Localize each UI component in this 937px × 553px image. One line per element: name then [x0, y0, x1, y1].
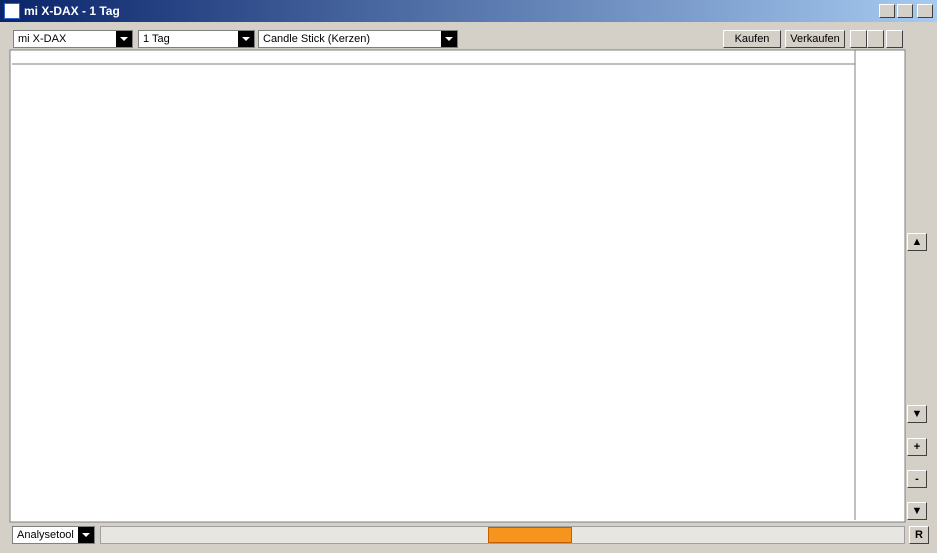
- chart-type-text: Candle Stick (Kerzen): [263, 33, 370, 45]
- tool-button[interactable]: [850, 30, 867, 48]
- reset-button[interactable]: R: [909, 526, 929, 544]
- zoom-out[interactable]: -: [907, 470, 927, 488]
- scroll-down[interactable]: ▼: [907, 405, 927, 423]
- title-bar: mi X-DAX - 1 Tag: [0, 0, 937, 22]
- interval-dropdown[interactable]: 1 Tag: [138, 30, 255, 48]
- scroll-bottom[interactable]: ▼: [907, 502, 927, 520]
- app-icon: [4, 3, 20, 19]
- scroll-thumb[interactable]: [488, 527, 572, 543]
- symbol-dropdown[interactable]: mi X-DAX: [13, 30, 133, 48]
- tool-dropdown[interactable]: Analysetool: [12, 526, 95, 544]
- buy-button[interactable]: Kaufen: [723, 30, 781, 48]
- chart-panel: [9, 49, 906, 523]
- window-button[interactable]: [886, 30, 903, 48]
- zoom-in[interactable]: +: [907, 438, 927, 456]
- chart-type-dropdown[interactable]: Candle Stick (Kerzen): [258, 30, 458, 48]
- tool-text: Analysetool: [17, 529, 74, 541]
- draw-button[interactable]: [867, 30, 884, 48]
- close-button[interactable]: [917, 4, 933, 18]
- window-title: mi X-DAX - 1 Tag: [24, 4, 120, 18]
- minimize-button[interactable]: [879, 4, 895, 18]
- symbol-text: mi X-DAX: [18, 33, 67, 45]
- interval-text: 1 Tag: [143, 33, 170, 45]
- maximize-button[interactable]: [897, 4, 913, 18]
- scroll-up[interactable]: ▲: [907, 233, 927, 251]
- sell-button[interactable]: Verkaufen: [785, 30, 845, 48]
